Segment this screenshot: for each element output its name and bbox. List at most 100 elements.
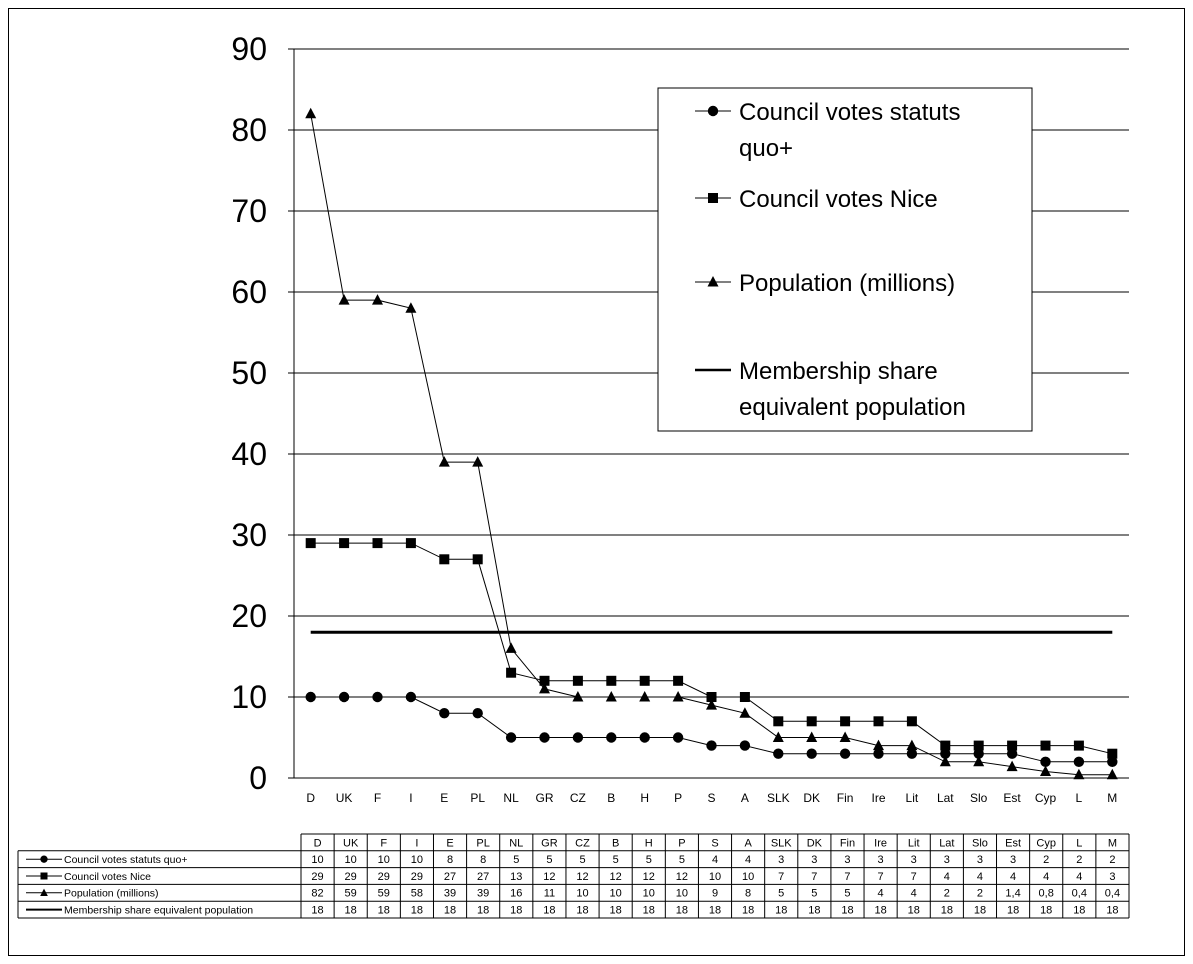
- table-cell: 18: [841, 905, 853, 917]
- data-point: [1107, 756, 1118, 767]
- table-cell: 4: [944, 871, 950, 883]
- data-point: [873, 716, 884, 727]
- data-point: [1006, 760, 1018, 772]
- table-cell: 2: [977, 888, 983, 900]
- legend-marker: [707, 105, 719, 117]
- series-2: [305, 107, 1118, 780]
- table-header-cell: CZ: [575, 837, 590, 849]
- table-row-label: Membership share equivalent population: [64, 905, 253, 917]
- data-point: [472, 554, 483, 565]
- table-cell: 4: [977, 871, 983, 883]
- legend-label: Membership share: [739, 358, 938, 385]
- table-cell: 18: [808, 905, 820, 917]
- table-cell: 18: [874, 905, 886, 917]
- y-tick-label: 50: [231, 355, 267, 391]
- table-cell: 10: [643, 888, 655, 900]
- table-cell: 18: [974, 905, 986, 917]
- data-point: [505, 642, 517, 653]
- y-tick-label: 20: [231, 598, 267, 634]
- table-cell: 27: [477, 871, 489, 883]
- table-cell: 5: [844, 888, 850, 900]
- data-point: [372, 538, 383, 549]
- table-cell: 18: [1073, 905, 1085, 917]
- data-point: [606, 675, 617, 686]
- data-point: [339, 538, 350, 549]
- x-tick-label: E: [440, 791, 448, 805]
- data-point: [305, 107, 317, 119]
- x-tick-label: I: [409, 791, 412, 805]
- table-cell: 2: [1109, 854, 1115, 866]
- data-point: [1073, 740, 1084, 751]
- table-cell: 3: [944, 854, 950, 866]
- table-cell: 58: [411, 888, 423, 900]
- x-tick-label: CZ: [570, 791, 586, 805]
- table-cell: 12: [643, 871, 655, 883]
- y-tick-label: 40: [231, 436, 267, 472]
- data-point: [873, 748, 884, 759]
- table-cell: 18: [908, 905, 920, 917]
- data-point: [739, 740, 751, 751]
- x-tick-label: Est: [1003, 791, 1021, 805]
- table-cell: 39: [444, 888, 456, 900]
- data-point: [973, 748, 984, 759]
- table-header-cell: D: [314, 837, 322, 849]
- table-cell: 3: [844, 854, 850, 866]
- data-point: [773, 716, 784, 727]
- y-tick-label: 30: [231, 517, 267, 553]
- y-tick-label: 60: [231, 274, 267, 310]
- legend-marker: [707, 276, 719, 287]
- table-cell: 3: [1109, 871, 1115, 883]
- table-row-label: Population (millions): [64, 888, 159, 900]
- data-point: [1073, 756, 1085, 767]
- data-point: [939, 755, 951, 767]
- data-point: [1040, 765, 1051, 777]
- table-cell: 12: [576, 871, 588, 883]
- legend-box: [657, 87, 1033, 432]
- table-cell: 4: [712, 854, 718, 866]
- table-cell: 18: [742, 905, 754, 917]
- table-cell: 10: [378, 854, 390, 866]
- table-header-cell: UK: [343, 837, 359, 849]
- data-point: [906, 739, 918, 751]
- table-cell: 39: [477, 888, 489, 900]
- table-marker: [40, 872, 48, 880]
- table-cell: 10: [709, 871, 721, 883]
- data-point: [439, 554, 450, 565]
- data-point: [772, 731, 784, 742]
- series-0: [305, 691, 1118, 767]
- table-cell: 7: [844, 871, 850, 883]
- table-cell: 18: [941, 905, 953, 917]
- table-cell: 8: [745, 888, 751, 900]
- table-cell: 18: [676, 905, 688, 917]
- data-point: [840, 716, 851, 727]
- table-cell: 3: [977, 854, 983, 866]
- data-point: [338, 294, 350, 305]
- table-cell: 4: [878, 888, 884, 900]
- table-cell: 16: [510, 888, 522, 900]
- table-cell: 2: [1076, 854, 1082, 866]
- data-point: [1073, 768, 1085, 780]
- table-cell: 7: [911, 871, 917, 883]
- x-tick-label: Slo: [970, 791, 988, 805]
- table-cell: 59: [345, 888, 357, 900]
- table-cell: 18: [709, 905, 721, 917]
- table-cell: 18: [576, 905, 588, 917]
- table-cell: 11: [544, 888, 555, 900]
- x-tick-label: L: [1076, 791, 1083, 805]
- table-header-cell: Fin: [840, 837, 855, 849]
- legend-label: Council votes statuts: [739, 99, 960, 126]
- table-cell: 18: [378, 905, 390, 917]
- data-point: [438, 456, 450, 467]
- data-point: [439, 708, 450, 719]
- table-cell: 18: [1007, 905, 1019, 917]
- data-point: [1106, 768, 1118, 780]
- x-tick-label: M: [1107, 791, 1117, 805]
- data-point: [873, 739, 884, 751]
- data-point: [639, 732, 650, 743]
- data-point: [906, 748, 918, 759]
- table-marker: [40, 888, 48, 896]
- table-cell: 13: [510, 871, 522, 883]
- x-tick-label: UK: [336, 791, 353, 805]
- table-cell: 10: [345, 854, 357, 866]
- table-cell: 10: [411, 854, 423, 866]
